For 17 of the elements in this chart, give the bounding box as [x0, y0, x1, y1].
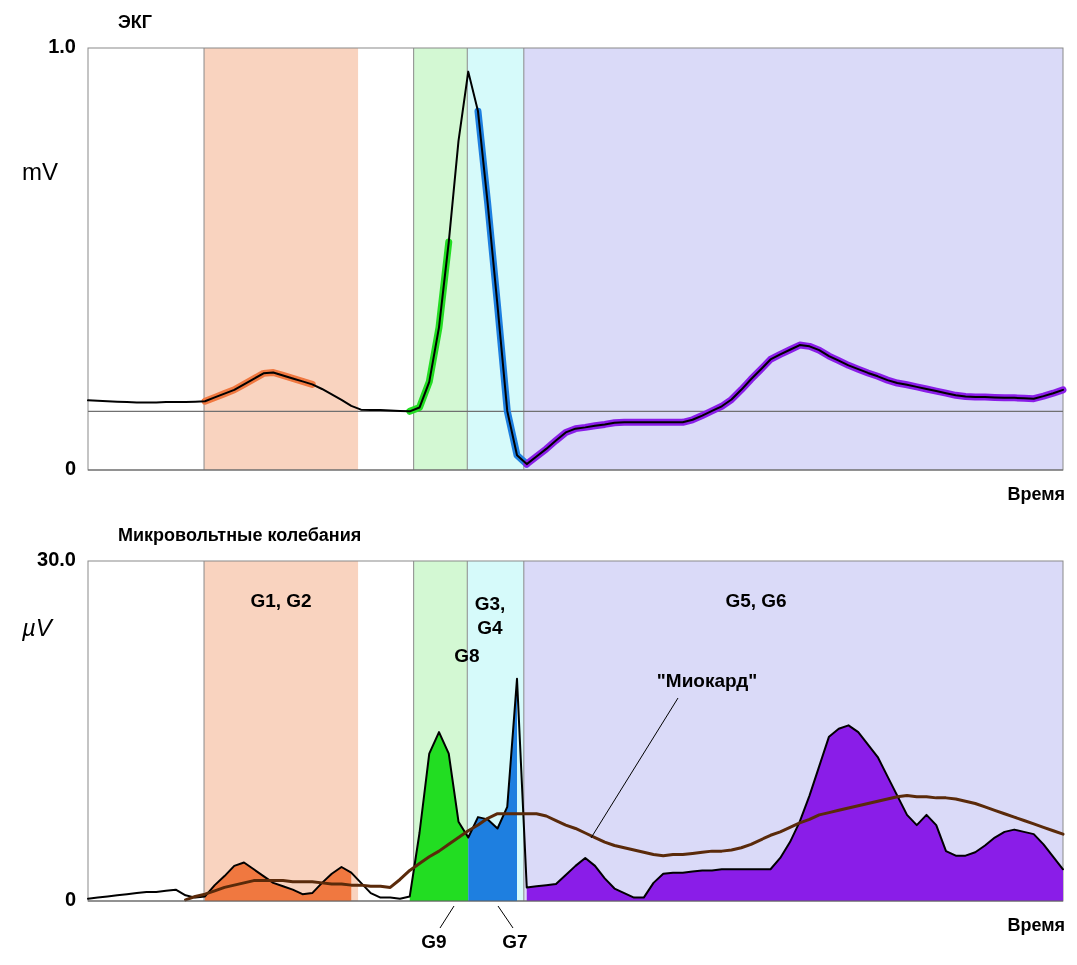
annotation: G1, G2 [250, 590, 312, 612]
x-axis-title: Время [1007, 484, 1065, 504]
y-axis-title: µV [21, 614, 54, 641]
y-tick-label: 0 [64, 888, 76, 911]
annotation: G5, G6 [725, 590, 787, 612]
x-axis-title: Время [1007, 915, 1065, 935]
chart-title: Микровольтные колебания [118, 525, 362, 545]
annotation: G8 [454, 645, 480, 667]
text: G7 [502, 931, 528, 953]
chart-title: ЭКГ [118, 12, 152, 32]
annotation: G3, G4 [474, 593, 506, 639]
y-tick-label: 0 [64, 457, 76, 480]
y-axis-title: mV [22, 158, 58, 185]
y-tick-label: 30.0 [37, 548, 76, 571]
annotation: "Миокард" [656, 670, 758, 692]
y-tick-label: 1.0 [48, 35, 76, 58]
text: G9 [421, 931, 447, 953]
